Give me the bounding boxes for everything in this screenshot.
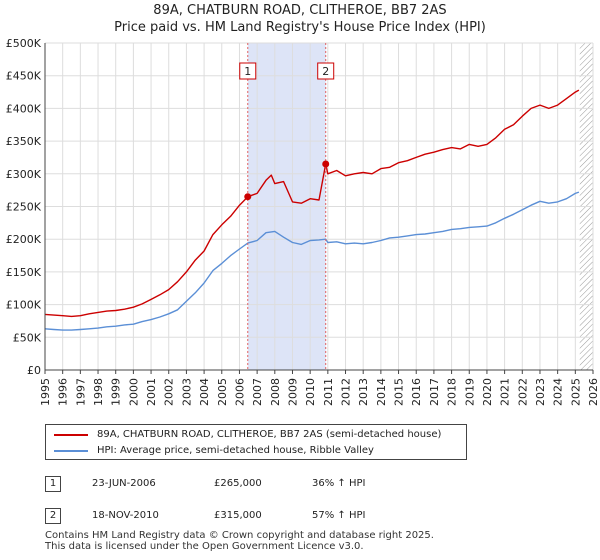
legend-hpi-swatch [54,450,88,452]
x-tick-label: 2024 [552,378,565,406]
footer-line1: Contains HM Land Registry data © Crown c… [45,530,434,541]
price-chart: 1 2 £0 £50K £100K £150K £200K £250K £300K £350K £… [6,37,600,406]
footer: Contains HM Land Registry data © Crown c… [45,530,434,552]
chart-title: 89A, CHATBURN ROAD, CLITHEROE, BB7 2AS P… [0,2,600,36]
x-tick-label: 2007 [251,378,264,406]
x-tick-label: 2019 [463,378,476,406]
hpi-line [44,191,580,331]
x-tick-label: 2025 [569,378,582,406]
y-tick-label: £100K [6,299,42,312]
transaction-hpi: 57% ↑ HPI [312,510,366,521]
y-tick-label: £450K [6,70,42,83]
y-tick-label: £250K [6,201,42,214]
x-tick-label: 2009 [286,378,299,406]
x-tick-label: 1997 [74,378,87,406]
x-tick-label: 1995 [39,378,52,406]
y-tick-label: £150K [6,266,42,279]
x-tick-label: 2026 [587,378,600,406]
y-tick-label: £200K [6,233,42,246]
x-tick-label: 2017 [428,378,441,406]
x-tick-label: 1998 [92,378,105,406]
x-tick-label: 1996 [57,378,70,406]
legend-price-label: 89A, CHATBURN ROAD, CLITHEROE, BB7 2AS (… [97,429,442,440]
y-tick-label: £400K [6,102,42,115]
transaction-price: £265,000 [214,478,262,489]
transaction-box [239,62,257,80]
transaction-marker-1: 1 [45,476,61,492]
x-tick-label: 2000 [127,378,140,406]
x-tick-label: 2020 [481,378,494,406]
x-tick-label: 2018 [446,378,459,406]
x-tick-label: 2001 [145,378,158,406]
x-tick-label: 2023 [534,378,547,406]
x-tick-label: 2021 [499,378,512,406]
x-tick-label: 2022 [516,378,529,406]
transaction-date: 23-JUN-2006 [92,478,156,489]
x-tick-label: 2011 [322,378,335,406]
x-tick-label: 2005 [216,378,229,406]
legend: 89A, CHATBURN ROAD, CLITHEROE, BB7 2AS (… [45,424,467,460]
transaction-hpi: 36% ↑ HPI [312,478,366,489]
transaction-price: £315,000 [214,510,262,521]
y-tick-label: £500K [6,37,42,50]
y-tick-label: £350K [6,135,42,148]
transaction-box-label: 2 [322,65,329,78]
x-tick-label: 2014 [375,378,388,406]
x-tick-label: 2006 [233,378,246,406]
x-tick-label: 2016 [410,378,423,406]
x-tick-label: 2012 [340,378,353,406]
x-tick-label: 2003 [180,378,193,406]
x-tick-label: 2015 [393,378,406,406]
legend-price-swatch [54,434,88,436]
price-paid-line [44,89,580,318]
chart-title-line2: Price paid vs. HM Land Registry's House … [114,20,486,35]
x-tick-label: 2010 [304,378,317,406]
y-tick-label: £300K [6,168,42,181]
transaction-date: 18-NOV-2010 [92,510,159,521]
footer-line2: This data is licensed under the Open Gov… [45,541,364,552]
transaction-marker-2: 2 [45,508,61,524]
transaction-dot [244,193,252,201]
y-tick-label: £0 [27,364,41,377]
chart-title-line1: 89A, CHATBURN ROAD, CLITHEROE, BB7 2AS [153,3,447,18]
legend-hpi-label: HPI: Average price, semi-detached house,… [97,445,374,456]
x-tick-label: 1999 [110,378,123,406]
transaction-box [317,62,335,80]
transaction-box-label: 1 [244,65,251,78]
x-tick-label: 2002 [163,378,176,406]
transaction-dot [322,160,330,168]
x-tick-label: 2008 [269,378,282,406]
x-tick-label: 2013 [357,378,370,406]
x-tick-label: 2004 [198,378,211,406]
y-tick-label: £50K [13,331,42,344]
